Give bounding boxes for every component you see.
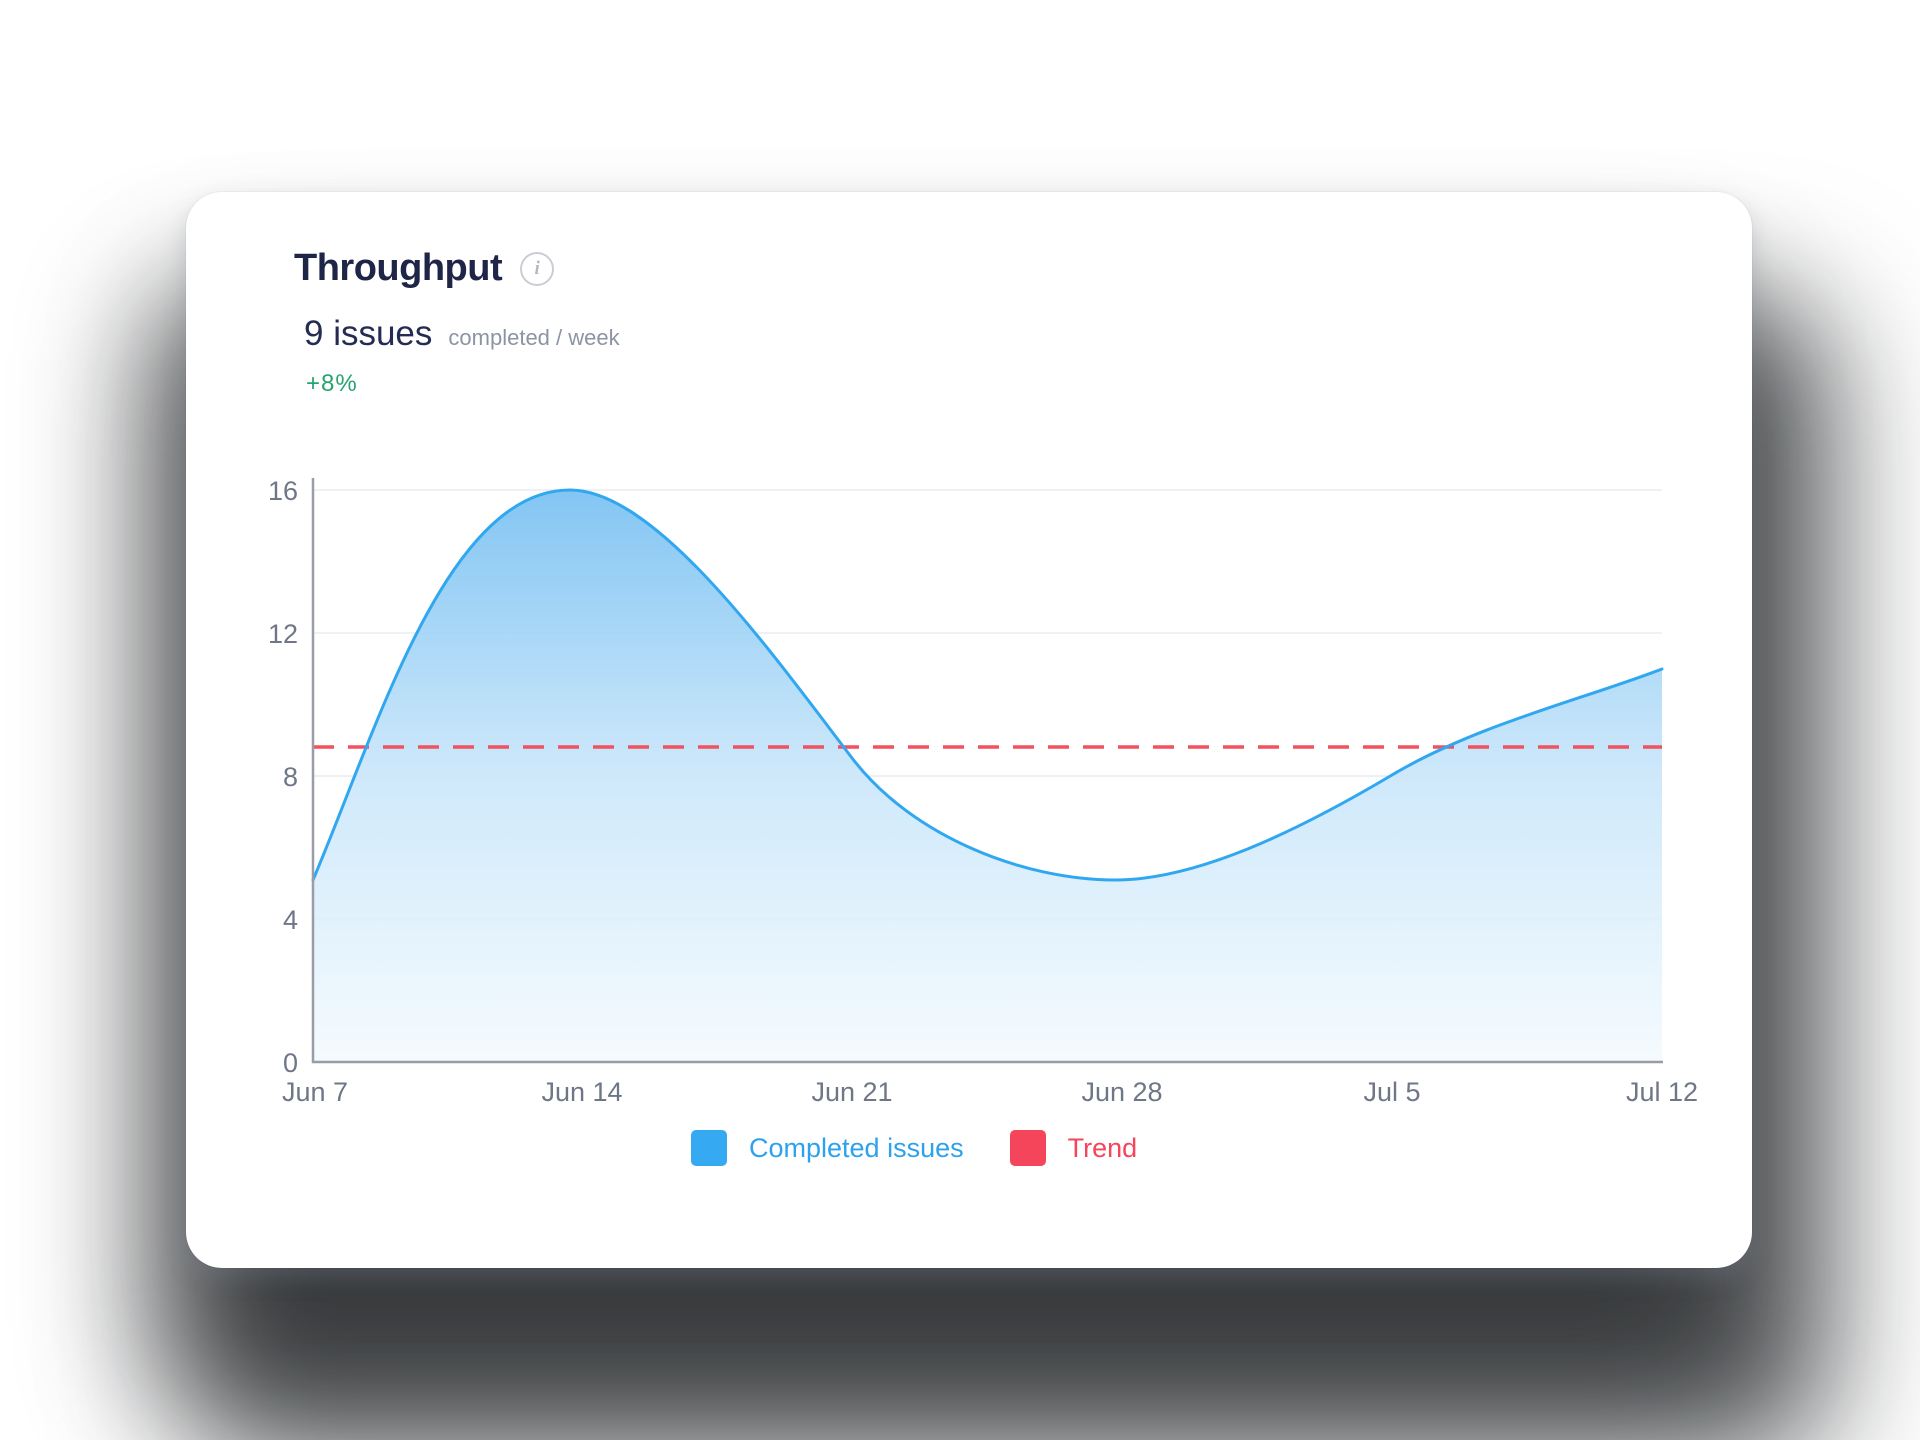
- y-tick-12: 12: [268, 619, 298, 649]
- axes: [311, 478, 1663, 1064]
- info-icon[interactable]: i: [520, 251, 555, 286]
- y-tick-8: 8: [283, 762, 298, 792]
- y-tick-4: 4: [283, 905, 298, 935]
- completed-issues-area: [313, 490, 1662, 1062]
- x-tick-jun28: Jun 28: [1081, 1077, 1162, 1107]
- throughput-chart: 16 12 8 4 0 Jun 7 Jun 14 Jun 21 Jun 28 J…: [268, 476, 1698, 1107]
- legend-item-completed-issues[interactable]: Completed issues: [691, 1130, 964, 1166]
- card-title: Throughput: [294, 247, 503, 289]
- metric-row: 9 issues completed / week: [304, 314, 620, 354]
- y-tick-16: 16: [268, 476, 298, 506]
- throughput-card: Throughput i 9 issues completed / week +…: [186, 192, 1752, 1268]
- x-tick-jul5: Jul 5: [1363, 1077, 1420, 1107]
- legend-label-trend: Trend: [1067, 1132, 1138, 1163]
- x-axis-labels: Jun 7 Jun 14 Jun 21 Jun 28 Jul 5 Jul 12: [282, 1077, 1698, 1107]
- trend-swatch-icon: [1009, 1130, 1046, 1166]
- metric-caption: completed / week: [448, 324, 620, 350]
- x-tick-jun7: Jun 7: [282, 1077, 348, 1107]
- x-tick-jun21: Jun 21: [811, 1077, 892, 1107]
- chart-legend: Completed issues Trend: [691, 1130, 1137, 1166]
- legend-label-completed-issues: Completed issues: [749, 1132, 964, 1163]
- title-row: Throughput i: [294, 247, 620, 290]
- legend-item-trend[interactable]: Trend: [1009, 1130, 1138, 1166]
- y-tick-0: 0: [283, 1048, 298, 1078]
- completed-issues-line: [311, 488, 1664, 882]
- metric-value: 9 issues: [304, 313, 433, 353]
- x-tick-jun14: Jun 14: [541, 1077, 622, 1107]
- y-axis-labels: 16 12 8 4 0: [268, 476, 298, 1078]
- x-tick-jul12: Jul 12: [1626, 1077, 1698, 1107]
- card-header: Throughput i 9 issues completed / week +…: [294, 247, 620, 398]
- completed-issues-swatch-icon: [691, 1130, 727, 1166]
- metric-delta-badge: +8%: [306, 369, 358, 397]
